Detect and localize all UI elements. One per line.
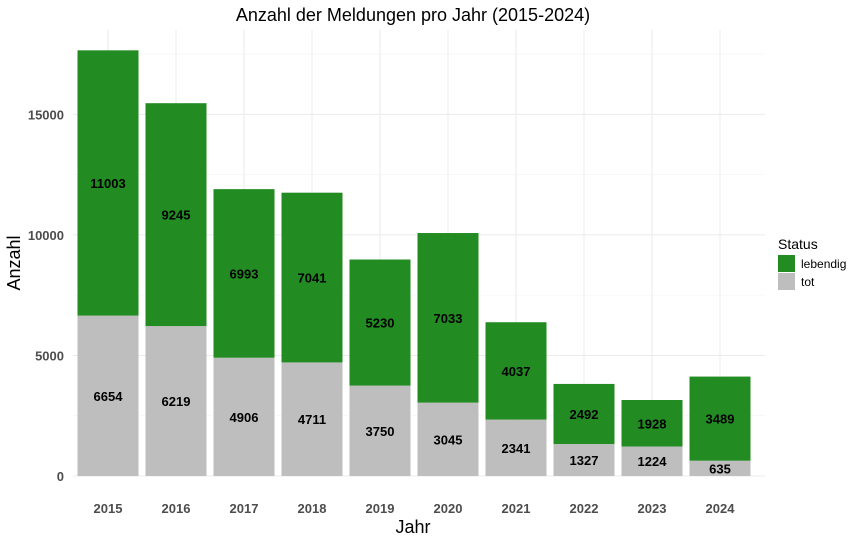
x-tick-labels: 2015 2016 2017 2018 2019 2020 2021 2022 2023 2024: [94, 501, 736, 516]
data-label-lebendig-2024: 3489: [706, 412, 735, 427]
legend-title: Status: [778, 236, 818, 252]
bars: [77, 50, 751, 476]
bar-lebendig-2024: [689, 376, 751, 461]
chart-title: Anzahl der Meldungen pro Jahr (2015-2024…: [236, 5, 590, 25]
data-label-lebendig-2020: 7033: [434, 311, 463, 326]
bar-tot-2018: [281, 362, 343, 476]
x-tick-label: 2017: [230, 501, 259, 516]
y-tick-label: 15000: [28, 107, 64, 122]
bar-lebendig-2018: [281, 192, 343, 363]
x-tick-label: 2016: [162, 501, 191, 516]
legend-label-lebendig: lebendig: [801, 257, 846, 271]
x-tick-label: 2023: [638, 501, 667, 516]
data-label-lebendig-2018: 7041: [298, 271, 327, 286]
bar-tot-2021: [485, 419, 547, 476]
bar-lebendig-2020: [417, 233, 479, 403]
bar-tot-2024: [689, 460, 751, 476]
bar-lebendig-2021: [485, 322, 547, 420]
x-tick-label: 2019: [366, 501, 395, 516]
data-label-lebendig-2023: 1928: [638, 416, 667, 431]
bar-lebendig-2016: [145, 103, 207, 327]
data-label-tot-2022: 1327: [570, 453, 599, 468]
bar-tot-2019: [349, 385, 411, 476]
x-tick-label: 2021: [502, 501, 531, 516]
legend-label-tot: tot: [801, 275, 815, 289]
data-label-tot-2024: 635: [709, 461, 731, 476]
data-label-tot-2017: 4906: [230, 410, 259, 425]
data-label-lebendig-2015: 11003: [90, 176, 125, 191]
bar-tot-2016: [145, 326, 207, 476]
y-tick-label: 5000: [35, 348, 64, 363]
bar-lebendig-2015: [77, 50, 139, 316]
bar-lebendig-2023: [621, 400, 683, 447]
data-label-tot-2016: 6219: [162, 394, 191, 409]
data-label-lebendig-2016: 9245: [162, 208, 191, 223]
x-tick-label: 2020: [434, 501, 463, 516]
x-tick-label: 2015: [94, 501, 123, 516]
data-label-lebendig-2017: 6993: [230, 266, 259, 281]
bar-lebendig-2022: [553, 383, 615, 445]
x-tick-label: 2022: [570, 501, 599, 516]
data-label-lebendig-2019: 5230: [366, 316, 395, 331]
data-label-tot-2020: 3045: [434, 432, 463, 447]
x-tick-label: 2018: [298, 501, 327, 516]
y-tick-labels: 0 5000 10000 15000: [28, 107, 64, 484]
data-label-tot-2019: 3750: [366, 424, 395, 439]
data-label-tot-2015: 6654: [94, 389, 124, 404]
y-axis-label: Anzahl: [4, 235, 24, 290]
x-tick-label: 2024: [706, 501, 736, 516]
bar-tot-2023: [621, 446, 683, 476]
bar-tot-2020: [417, 402, 479, 476]
data-label-lebendig-2022: 2492: [570, 407, 599, 422]
legend: Status lebendig tot: [778, 236, 846, 290]
y-tick-label: 0: [57, 469, 64, 484]
bar-lebendig-2017: [213, 189, 275, 358]
data-labels: 6654 11003 6219 9245 4906 6993 4711 7041 3750 523…: [90, 176, 734, 476]
bar-lebendig-2019: [349, 259, 411, 386]
data-label-tot-2023: 1224: [638, 454, 668, 469]
legend-swatch-tot: [778, 273, 795, 290]
data-label-lebendig-2021: 4037: [502, 364, 531, 379]
legend-swatch-lebendig: [778, 255, 795, 272]
x-axis-label: Jahr: [395, 517, 430, 537]
bar-tot-2022: [553, 444, 615, 476]
data-label-tot-2018: 4711: [298, 412, 326, 427]
data-label-tot-2021: 2341: [502, 441, 531, 456]
y-tick-label: 10000: [28, 228, 64, 243]
bar-tot-2017: [213, 357, 275, 476]
bar-tot-2015: [77, 315, 139, 476]
